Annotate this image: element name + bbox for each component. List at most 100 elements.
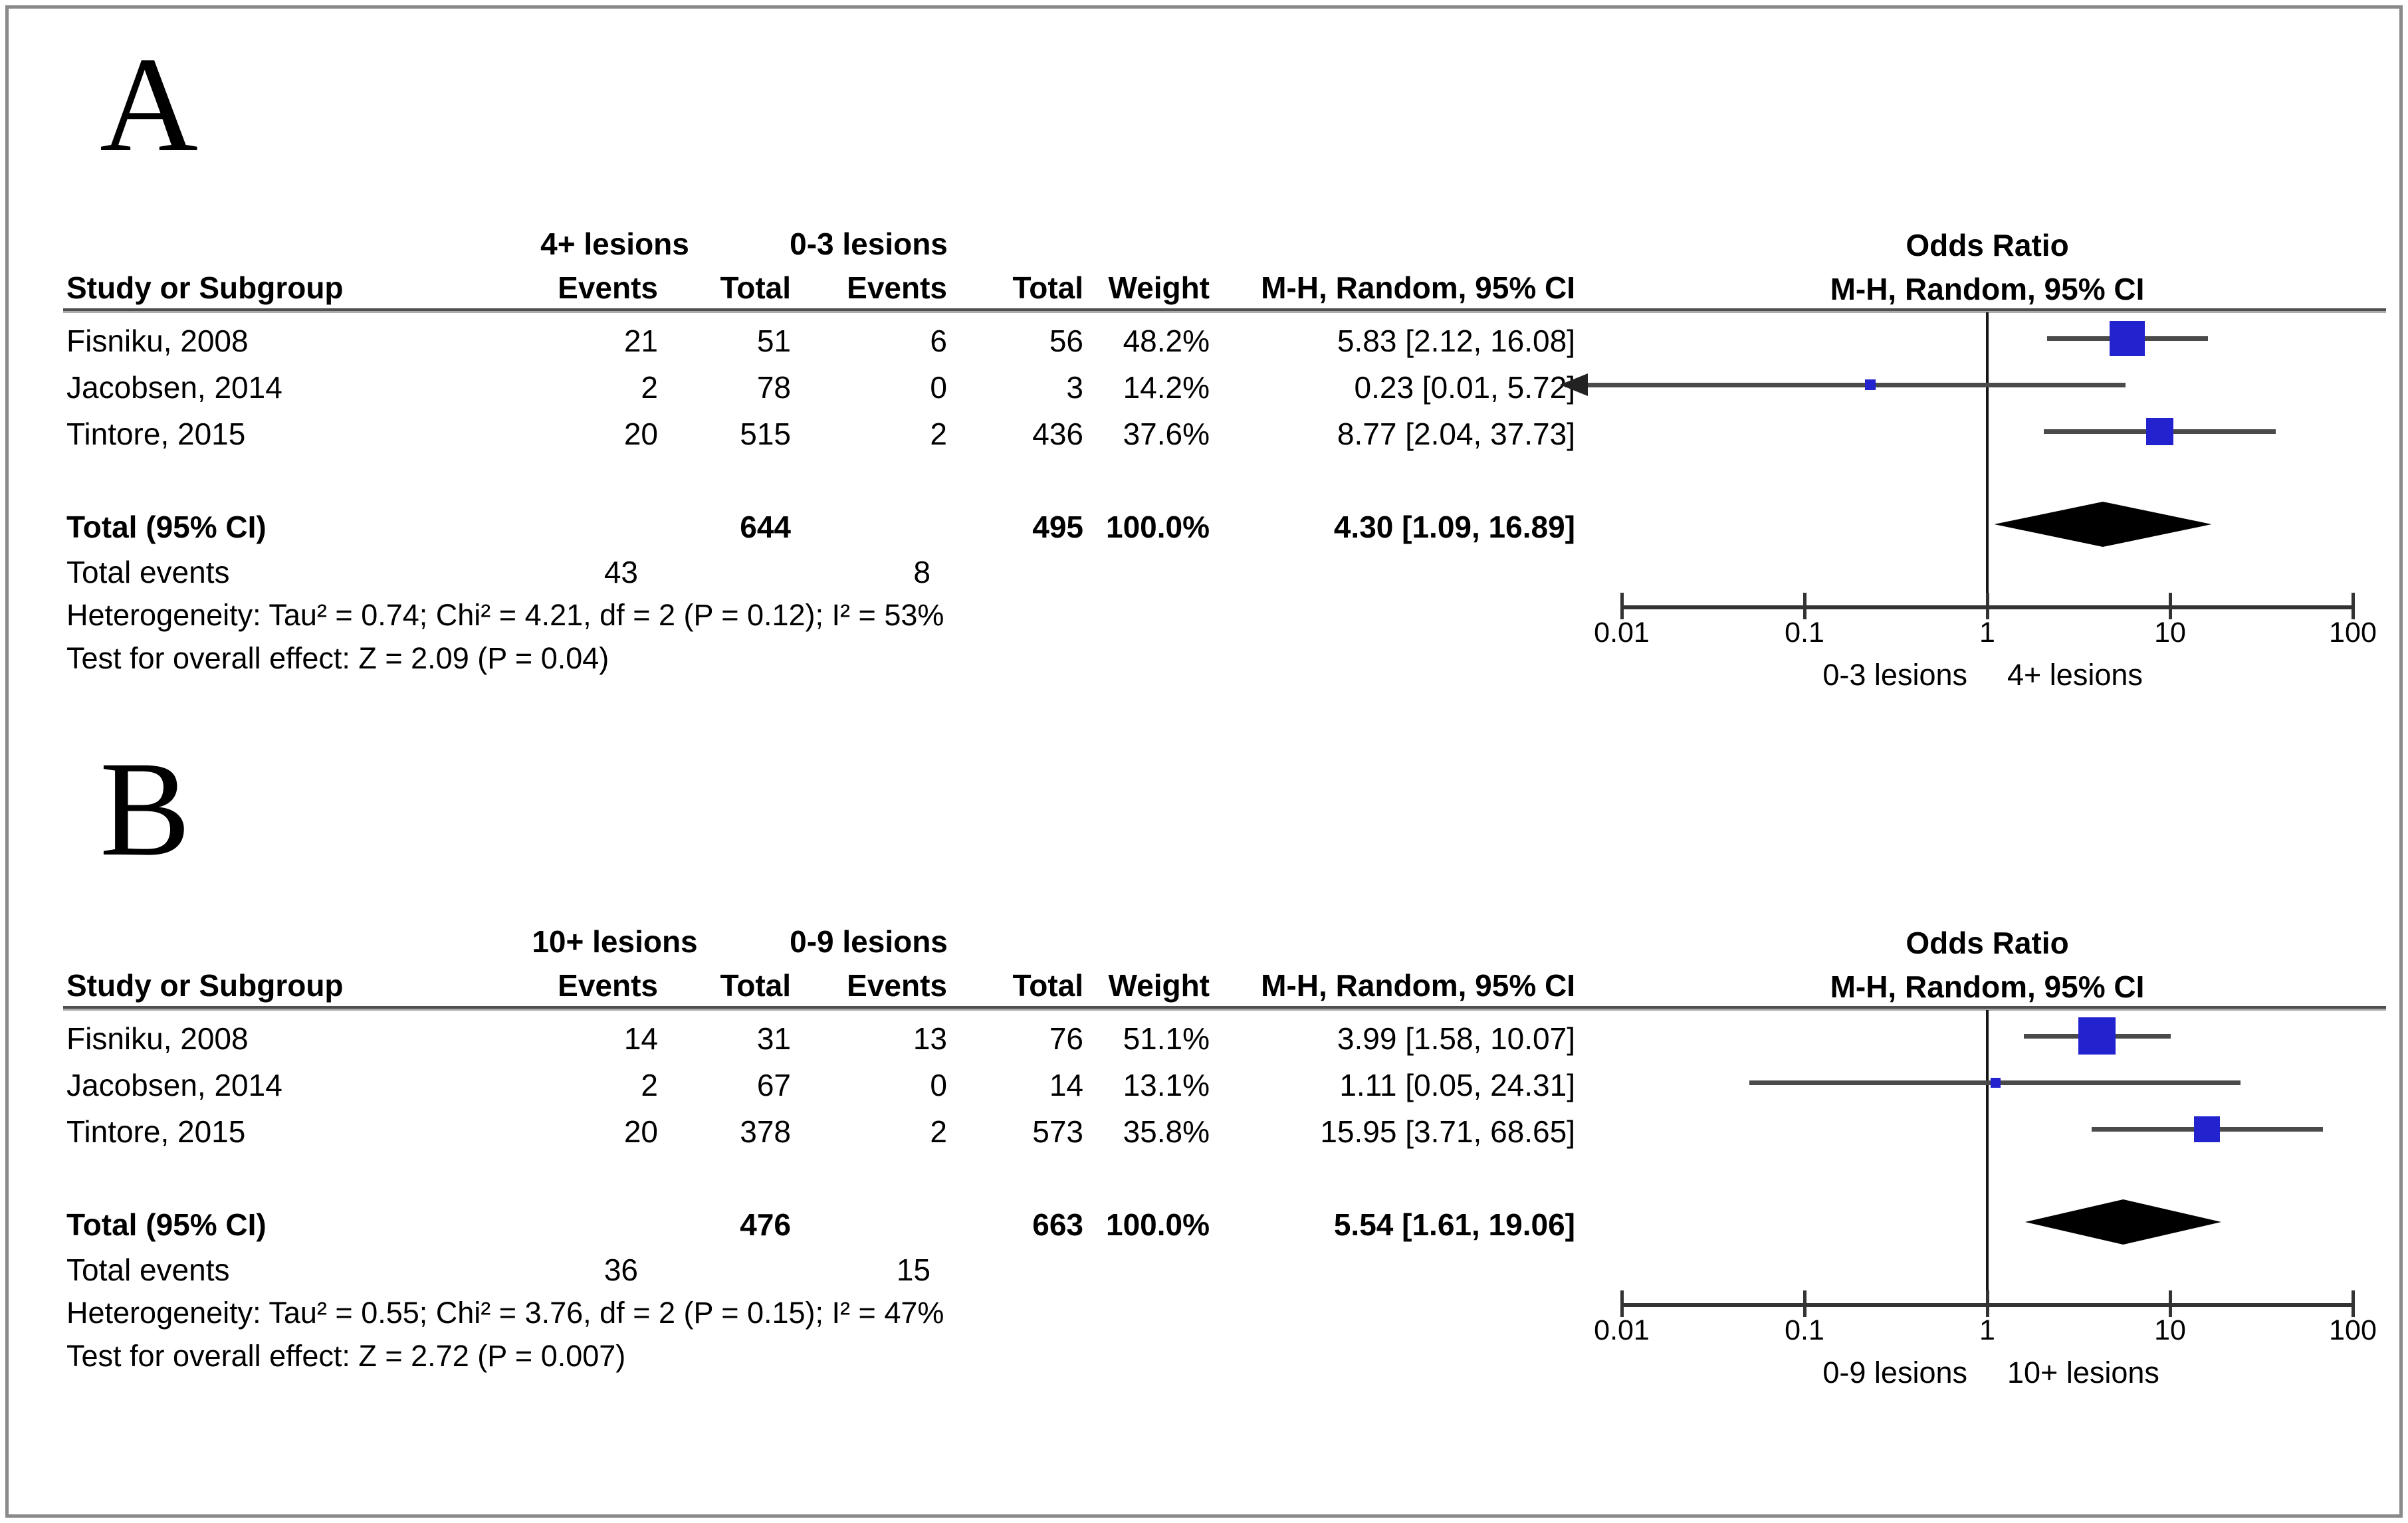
events1-value: 14	[623, 1021, 658, 1056]
axis-tick	[2351, 593, 2355, 619]
study-name: Jacobsen, 2014	[66, 370, 282, 405]
total-events-label: Total events	[66, 554, 230, 589]
weight-value: 51.1%	[1123, 1021, 1210, 1056]
events1-column-header: Events	[558, 270, 658, 305]
study-row: Jacobsen, 2014 2 67 0 14 13.1% 1.11 [0.0…	[66, 1062, 1575, 1108]
group1-header: 4+ lesions	[540, 227, 689, 261]
or-method: M-H, Random, 95% CI	[1830, 272, 2145, 306]
or-marker	[2145, 417, 2173, 445]
study-row: Tintore, 2015 20 515 2 436 37.6% 8.77 [2…	[66, 411, 1575, 457]
total1-sum: 644	[740, 510, 791, 544]
total1-value: 378	[740, 1114, 791, 1149]
forest-panel-a: 4+ lesions 0-3 lesions Study or Subgroup…	[63, 221, 2386, 746]
weight-value: 37.6%	[1123, 417, 1210, 451]
total-events1: 43	[603, 554, 638, 589]
total-label: Total (95% CI)	[66, 1207, 267, 1242]
plot-header-a: Odds Ratio M-H, Random, 95% CI	[1622, 221, 2353, 308]
events2-value: 6	[930, 324, 947, 358]
or-marker	[2110, 320, 2145, 356]
group2-header: 0-3 lesions	[790, 227, 948, 261]
offscale-arrow-left	[1560, 373, 1588, 396]
total1-value: 78	[756, 370, 791, 405]
events2-value: 2	[930, 1114, 947, 1149]
axis-tick-label: 10	[2154, 1314, 2186, 1346]
study-name: Jacobsen, 2014	[66, 1068, 282, 1102]
axis-tick	[2351, 1290, 2355, 1317]
total2-value: 56	[1049, 324, 1083, 358]
group1-header: 10+ lesions	[532, 924, 698, 959]
axis-group-label-right: 10+ lesions	[2007, 1356, 2159, 1389]
events1-value: 20	[623, 417, 658, 451]
total-weight: 100.0%	[1105, 1207, 1210, 1242]
axis-tick-label: 0.01	[1594, 617, 1650, 649]
panel-b-label: B	[100, 734, 191, 884]
or-marker	[2078, 1017, 2116, 1055]
forest-table-b: 10+ lesions 0-9 lesions Study or Subgrou…	[66, 918, 1575, 1377]
or-ci-value: 0.23 [0.01, 5.72]	[1354, 370, 1576, 405]
axis-group-label-right: 4+ lesions	[2007, 658, 2143, 692]
events1-column-header: Events	[558, 968, 658, 1003]
total2-value: 76	[1049, 1021, 1083, 1056]
total-label: Total (95% CI)	[66, 510, 267, 544]
events2-value: 0	[930, 1068, 947, 1102]
study-row: Fisniku, 2008 14 31 13 76 51.1% 3.99 [1.…	[66, 1015, 1575, 1062]
study-row: Tintore, 2015 20 378 2 573 35.8% 15.95 […	[66, 1108, 1575, 1155]
axis-tick-label: 1	[1979, 1314, 1995, 1346]
total1-value: 51	[756, 324, 791, 358]
ci-line	[1565, 383, 2126, 387]
total2-sum: 663	[1032, 1207, 1083, 1242]
total-events-row: Total events 36 15	[66, 1248, 1575, 1291]
axis-tick-label: 100	[2329, 1314, 2377, 1346]
axis-tick	[1985, 593, 1989, 619]
total-row: Total (95% CI) 476 663 100.0% 5.54 [1.61…	[66, 1201, 1575, 1248]
study-name: Fisniku, 2008	[66, 324, 249, 358]
axis-tick-label: 100	[2329, 617, 2377, 649]
total-events2: 8	[913, 554, 930, 589]
events2-column-header: Events	[847, 270, 947, 305]
axis-tick	[1620, 593, 1624, 619]
header-rule	[63, 308, 2386, 313]
weight-column-header: Weight	[1108, 968, 1210, 1003]
overall-effect-note: Test for overall effect: Z = 2.09 (P = 0…	[66, 641, 609, 675]
axis-group-label-left: 0-3 lesions	[1822, 658, 1967, 692]
total-events1: 36	[603, 1252, 638, 1287]
forest-plot-b: 0.01 0.1 1 10 100 0-9 lesions 10+ lesions	[1594, 1010, 2377, 1389]
total1-column-header: Total	[720, 270, 791, 305]
weight-value: 48.2%	[1123, 324, 1210, 358]
events1-value: 20	[623, 1114, 658, 1149]
events2-value: 2	[930, 417, 947, 451]
table-column-header-row: Study or Subgroup Events Total Events To…	[66, 961, 1575, 1006]
or-ci-value: 1.11 [0.05, 24.31]	[1339, 1068, 1575, 1102]
axis-tick-label: 0.1	[1785, 1314, 1824, 1346]
events1-value: 2	[641, 1068, 658, 1102]
heterogeneity-note: Heterogeneity: Tau² = 0.74; Chi² = 4.21,…	[66, 597, 944, 632]
axis-tick	[1803, 1290, 1806, 1317]
forest-plot-a: 0.01 0.1 1 10 100 0-3 lesions 4+ lesions	[1560, 312, 2377, 692]
weight-value: 35.8%	[1123, 1114, 1210, 1149]
weight-value: 13.1%	[1123, 1068, 1210, 1102]
total-events-label: Total events	[66, 1252, 230, 1287]
total1-value: 515	[740, 417, 791, 451]
events1-value: 2	[641, 370, 658, 405]
study-row: Jacobsen, 2014 2 78 0 3 14.2% 0.23 [0.01…	[66, 364, 1575, 411]
study-column-header: Study or Subgroup	[66, 968, 344, 1003]
or-title: Odds Ratio	[1906, 926, 2069, 960]
total-weight: 100.0%	[1105, 510, 1210, 544]
axis-tick	[1620, 1290, 1624, 1317]
axis-tick-label: 1	[1979, 617, 1995, 649]
total2-value: 14	[1049, 1068, 1083, 1102]
or-ci-value: 8.77 [2.04, 37.73]	[1337, 417, 1575, 451]
total-or-ci: 5.54 [1.61, 19.06]	[1333, 1207, 1575, 1242]
weight-column-header: Weight	[1108, 270, 1210, 305]
plot-header-b: Odds Ratio M-H, Random, 95% CI	[1622, 918, 2353, 1006]
total-or-ci: 4.30 [1.09, 16.89]	[1333, 510, 1575, 544]
events1-value: 21	[623, 324, 658, 358]
table-column-header-row: Study or Subgroup Events Total Events To…	[66, 263, 1575, 308]
axis-tick-label: 10	[2154, 617, 2186, 649]
summary-diamond	[2025, 1199, 2222, 1245]
or-ci-value: 5.83 [2.12, 16.08]	[1337, 324, 1575, 358]
table-group-header-row: 4+ lesions 0-3 lesions	[66, 221, 1575, 263]
total2-value: 573	[1032, 1114, 1083, 1149]
or-ci-value: 3.99 [1.58, 10.07]	[1337, 1021, 1575, 1056]
total-events2: 15	[896, 1252, 930, 1287]
